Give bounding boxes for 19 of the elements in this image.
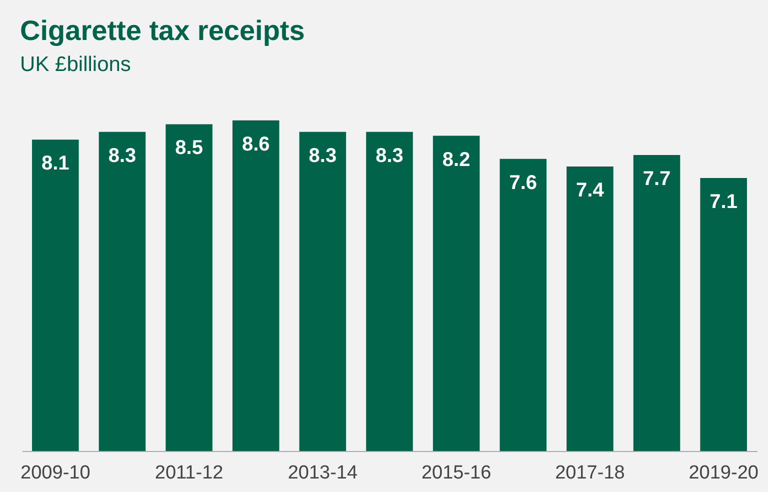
data-label: 8.3 bbox=[376, 144, 404, 167]
x-tick-label: 2013-14 bbox=[288, 462, 358, 484]
data-label: 7.7 bbox=[642, 168, 671, 190]
x-tick-label: 2009-10 bbox=[20, 462, 90, 484]
data-label: 8.2 bbox=[442, 148, 470, 171]
x-tick-label: 2019-20 bbox=[688, 462, 758, 484]
x-tick-label: 2017-18 bbox=[555, 462, 625, 484]
data-label: 7.1 bbox=[710, 191, 738, 214]
data-label: 8.3 bbox=[308, 144, 337, 167]
data-label: 8.6 bbox=[242, 133, 270, 156]
chart-subtitle: UK £billions bbox=[20, 53, 131, 76]
data-label: 8.5 bbox=[175, 137, 203, 160]
data-label: 7.6 bbox=[509, 172, 538, 194]
chart-title: Cigarette tax receipts bbox=[20, 15, 305, 46]
data-label: 8.1 bbox=[42, 152, 70, 175]
data-label: 8.3 bbox=[108, 144, 136, 167]
x-tick-label: 2015-16 bbox=[421, 462, 492, 484]
x-tick-label: 2011-12 bbox=[154, 462, 224, 484]
data-label: 7.4 bbox=[576, 180, 605, 202]
